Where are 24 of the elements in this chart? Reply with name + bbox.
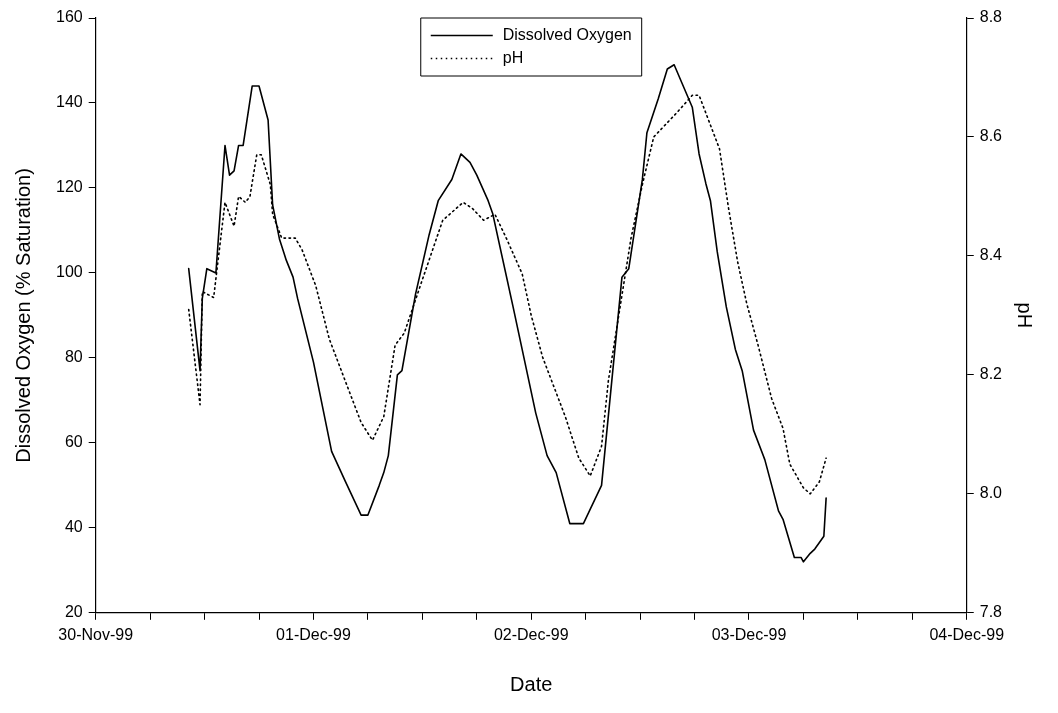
y-tick-label: 60 — [64, 433, 83, 451]
y-tick-label: 120 — [55, 178, 83, 196]
x-tick-label: 03-Dec-99 — [711, 625, 787, 643]
y-axis-title: Dissolved Oxygen (% Saturation) — [11, 168, 34, 463]
y-tick-label: 100 — [55, 263, 83, 281]
y2-axis-title: pH — [1014, 302, 1037, 329]
y2-tick-label: 8.2 — [979, 365, 1003, 383]
y2-tick-label: 8.0 — [979, 484, 1003, 502]
x-tick-label: 04-Dec-99 — [929, 625, 1005, 643]
y-tick-label: 140 — [55, 93, 83, 111]
y-tick-label: 20 — [64, 603, 83, 621]
y-tick-label: 160 — [55, 8, 83, 26]
y-tick-label: 40 — [64, 518, 83, 536]
x-tick-label: 30-Nov-99 — [58, 625, 134, 643]
legend-label: Dissolved Oxygen — [502, 25, 632, 43]
y-tick-label: 80 — [64, 348, 83, 366]
x-tick-label: 02-Dec-99 — [493, 625, 569, 643]
x-axis-title: Date — [510, 672, 553, 695]
legend-label: pH — [502, 48, 524, 66]
y2-tick-label: 8.4 — [979, 246, 1003, 264]
y2-tick-label: 8.6 — [979, 127, 1003, 145]
y2-tick-label: 8.8 — [979, 8, 1003, 26]
x-tick-label: 01-Dec-99 — [276, 625, 351, 643]
y2-tick-label: 7.8 — [979, 603, 1003, 621]
